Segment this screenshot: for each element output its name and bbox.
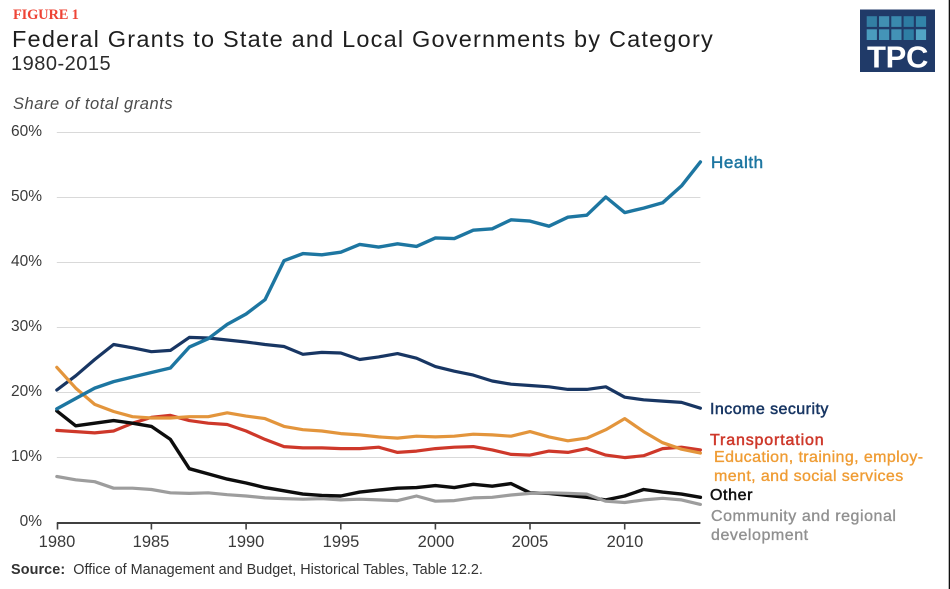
svg-text:TPC: TPC <box>867 40 928 75</box>
